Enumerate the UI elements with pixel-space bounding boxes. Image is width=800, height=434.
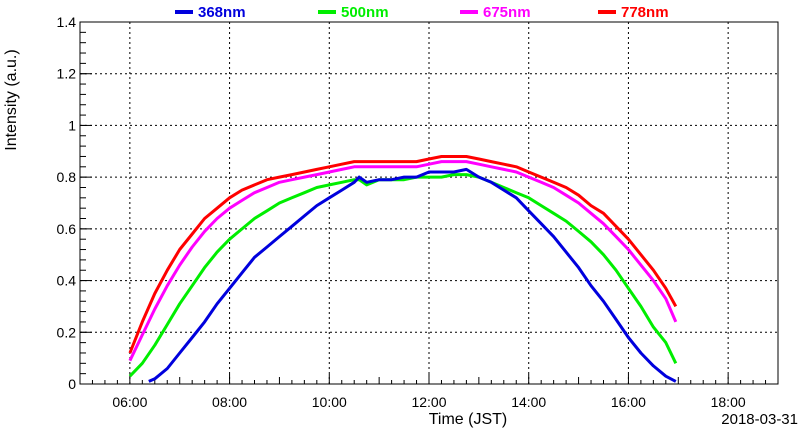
date-label: 2018-03-31 (721, 411, 798, 428)
x-tick-label: 10:00 (312, 394, 347, 410)
legend-label-778nm: 778nm (621, 4, 669, 21)
x-tick-label: 08:00 (212, 394, 247, 410)
y-tick-label: 0.2 (57, 324, 77, 340)
series-line-675nm (128, 160, 678, 362)
y-tick-label: 1.2 (57, 66, 77, 82)
x-tick-label: 14:00 (511, 394, 546, 410)
y-tick-label: 0.6 (57, 221, 77, 237)
x-tick-label: 12:00 (411, 394, 446, 410)
legend-label-368nm: 368nm (198, 4, 246, 21)
y-tick-label: 1.4 (57, 14, 77, 30)
series-group (128, 155, 678, 383)
x-tick-label: 16:00 (611, 394, 646, 410)
legend: 368nm 500nm 675nm 778nm (175, 4, 669, 21)
y-axis-title: Intensity (a.u.) (3, 49, 20, 150)
y-tick-label: 0.8 (57, 169, 77, 185)
x-tick-label: 18:00 (711, 394, 746, 410)
x-tick-label: 06:00 (112, 394, 147, 410)
x-axis-title: Time (JST) (429, 411, 508, 428)
axes: 06:00 08:00 10:00 12:00 14:00 16:00 18:00 0 0.2 0… (57, 14, 779, 410)
series-line-368nm (148, 167, 677, 383)
y-tick-label: 0.4 (57, 273, 77, 289)
legend-label-675nm: 675nm (483, 4, 531, 21)
y-tick-label: 1 (68, 117, 76, 133)
series-line-778nm (128, 155, 678, 354)
y-tick-label: 0 (68, 376, 76, 392)
legend-label-500nm: 500nm (341, 4, 389, 21)
